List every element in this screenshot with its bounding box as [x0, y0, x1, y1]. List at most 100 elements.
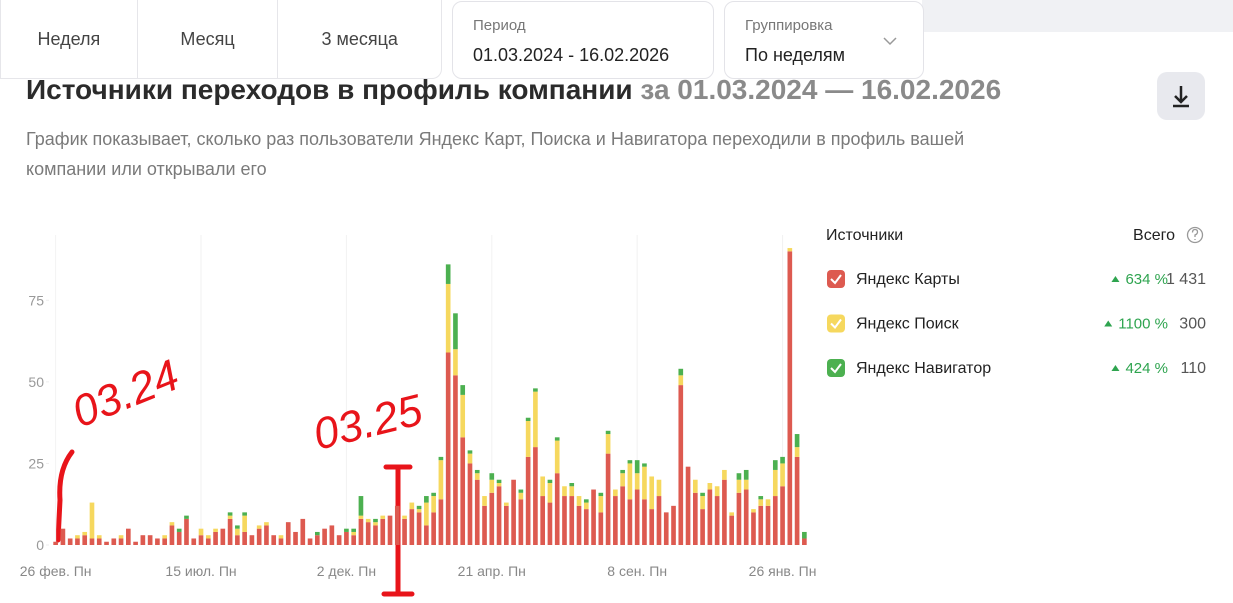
bar-segment: [96, 538, 102, 545]
bar-segment: [772, 496, 778, 545]
bar-segment: [264, 522, 269, 526]
bar-segment: [482, 505, 487, 545]
bar-segment: [358, 496, 364, 516]
bar-segment: [82, 535, 88, 545]
bar-segment: [802, 538, 807, 545]
bar-segment: [504, 502, 509, 506]
bar-segment: [678, 368, 684, 376]
legend-total: 1 431: [1166, 271, 1206, 288]
tab[interactable]: Неделя: [1, 0, 138, 78]
bar-segment: [409, 509, 415, 545]
bar-segment: [453, 375, 458, 545]
bar-segment: [518, 489, 524, 493]
bar-segment: [758, 496, 764, 500]
bar-segment: [220, 528, 226, 545]
bar-segment: [424, 525, 429, 545]
bar-segment: [387, 515, 393, 545]
tab[interactable]: Месяц: [138, 0, 279, 78]
bar-segment: [82, 531, 88, 536]
bar-segment: [780, 463, 785, 487]
bar-segment: [445, 352, 451, 545]
description: График показывает, сколько раз пользоват…: [26, 129, 965, 179]
download-button[interactable]: [1157, 72, 1205, 120]
bar-segment: [627, 499, 633, 545]
bar-segment: [707, 483, 713, 490]
bar-segment: [772, 469, 778, 497]
tab[interactable]: 3 месяца: [321, 28, 398, 49]
bar-segment: [438, 460, 444, 500]
bar-segment: [649, 476, 655, 510]
top-background: [922, 0, 1233, 32]
bar-segment: [533, 447, 538, 545]
bar-segment: [431, 496, 436, 513]
legend-item[interactable]: Яндекс Навигатор 110 424 %: [827, 359, 1206, 377]
bar-segment: [227, 512, 233, 516]
period-picker[interactable]: Период 01.03.2024 - 16.02.2026: [452, 1, 714, 79]
bar-segment: [525, 421, 531, 457]
bar-segment: [693, 479, 698, 493]
bar-segment: [424, 496, 429, 503]
bar-segment: [780, 486, 785, 545]
bar-segment: [278, 538, 284, 545]
bar-segment: [634, 460, 640, 474]
x-tick-label: 15 июл. Пн: [165, 563, 236, 579]
bar-segment: [176, 531, 182, 545]
legend-change: 424 %: [1125, 360, 1168, 377]
bar-segment: [453, 313, 458, 350]
legend-check: [830, 363, 842, 374]
bar-segment: [642, 499, 647, 545]
bar-segment: [198, 528, 204, 536]
bar-segment: [111, 538, 117, 545]
bar-segment: [104, 541, 109, 545]
bar-segment: [460, 437, 466, 545]
bar-segment: [649, 509, 655, 545]
legend-item[interactable]: Яндекс Поиск 300 1100 %: [827, 314, 1206, 333]
bar-segment: [627, 460, 633, 464]
bar-segment: [518, 499, 524, 545]
bar-segment: [765, 499, 771, 506]
bar-segment: [787, 251, 793, 545]
bar-segment: [351, 531, 356, 536]
x-tick-label: 8 сен. Пн: [607, 563, 667, 579]
bar-segment: [678, 375, 684, 386]
x-tick-label: 2 дек. Пн: [317, 563, 376, 579]
bar-segment: [169, 525, 175, 545]
bar-segment: [605, 430, 611, 435]
bar-segment: [445, 283, 451, 353]
bar-segment: [722, 469, 727, 480]
bar-segment: [431, 492, 436, 497]
bar-segment: [344, 528, 349, 532]
grouping-select[interactable]: Группировка По неделям: [724, 1, 924, 79]
trend-up-icon: [1111, 276, 1120, 282]
bar-segment: [787, 248, 793, 252]
bar-segment: [380, 515, 386, 519]
bar-segment: [278, 535, 284, 539]
legend-change: 634 %: [1125, 271, 1168, 288]
bar-segment: [489, 492, 495, 545]
legend-label: Яндекс Поиск: [856, 316, 960, 333]
legend-check: [830, 274, 842, 285]
bar-segment: [416, 505, 422, 510]
bar-segment: [751, 509, 756, 513]
bar-segment: [460, 385, 466, 395]
bar-segment: [394, 505, 400, 545]
bar-segment: [256, 525, 262, 529]
bar-segment: [569, 496, 575, 545]
bar-segment: [256, 528, 262, 545]
bar-segment: [656, 479, 662, 497]
bar-segment: [300, 518, 306, 545]
legend-checkbox: [827, 359, 845, 377]
bar-segment: [569, 483, 575, 487]
bar-segment: [176, 528, 182, 532]
bar-segment: [743, 469, 749, 480]
bar-segment: [467, 463, 473, 545]
period-value: 01.03.2024 - 16.02.2026: [473, 45, 670, 65]
trend-up-icon: [1104, 320, 1113, 327]
bar-segment: [736, 473, 742, 480]
bar-segment: [583, 509, 589, 545]
legend-checkbox: [827, 270, 845, 288]
bar-segment: [242, 531, 247, 545]
bar-segment: [118, 538, 124, 545]
